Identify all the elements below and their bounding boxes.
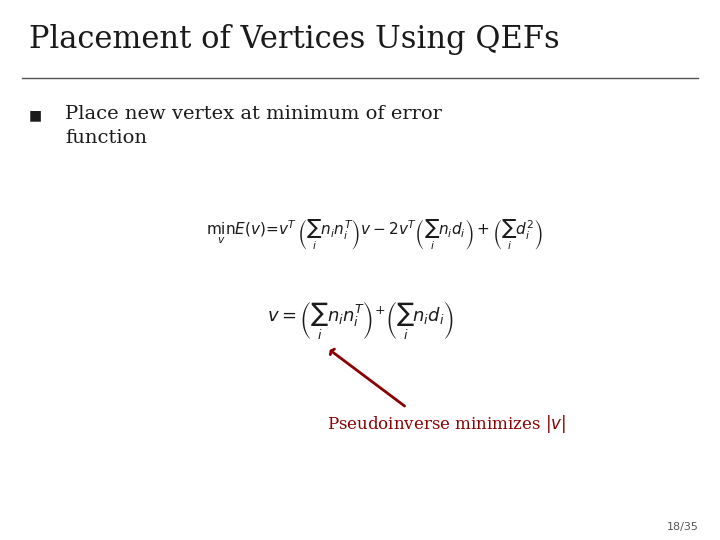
Text: Place new vertex at minimum of error
function: Place new vertex at minimum of error fun… xyxy=(65,105,441,147)
Text: Placement of Vertices Using QEFs: Placement of Vertices Using QEFs xyxy=(29,24,559,55)
Text: $\min_{v} E(v) = v^T \left( \sum_i n_i n_i^T \right) v - 2v^T \left( \sum_i n_i : $\min_{v} E(v) = v^T \left( \sum_i n_i n… xyxy=(206,218,543,252)
Text: 18/35: 18/35 xyxy=(667,522,698,532)
Text: $v = \left( \sum_i n_i n_i^T \right)^{+} \left( \sum_i n_i d_i \right)$: $v = \left( \sum_i n_i n_i^T \right)^{+}… xyxy=(266,301,454,342)
Text: ■: ■ xyxy=(29,108,42,122)
Text: Pseudoinverse minimizes $|v|$: Pseudoinverse minimizes $|v|$ xyxy=(327,413,566,435)
